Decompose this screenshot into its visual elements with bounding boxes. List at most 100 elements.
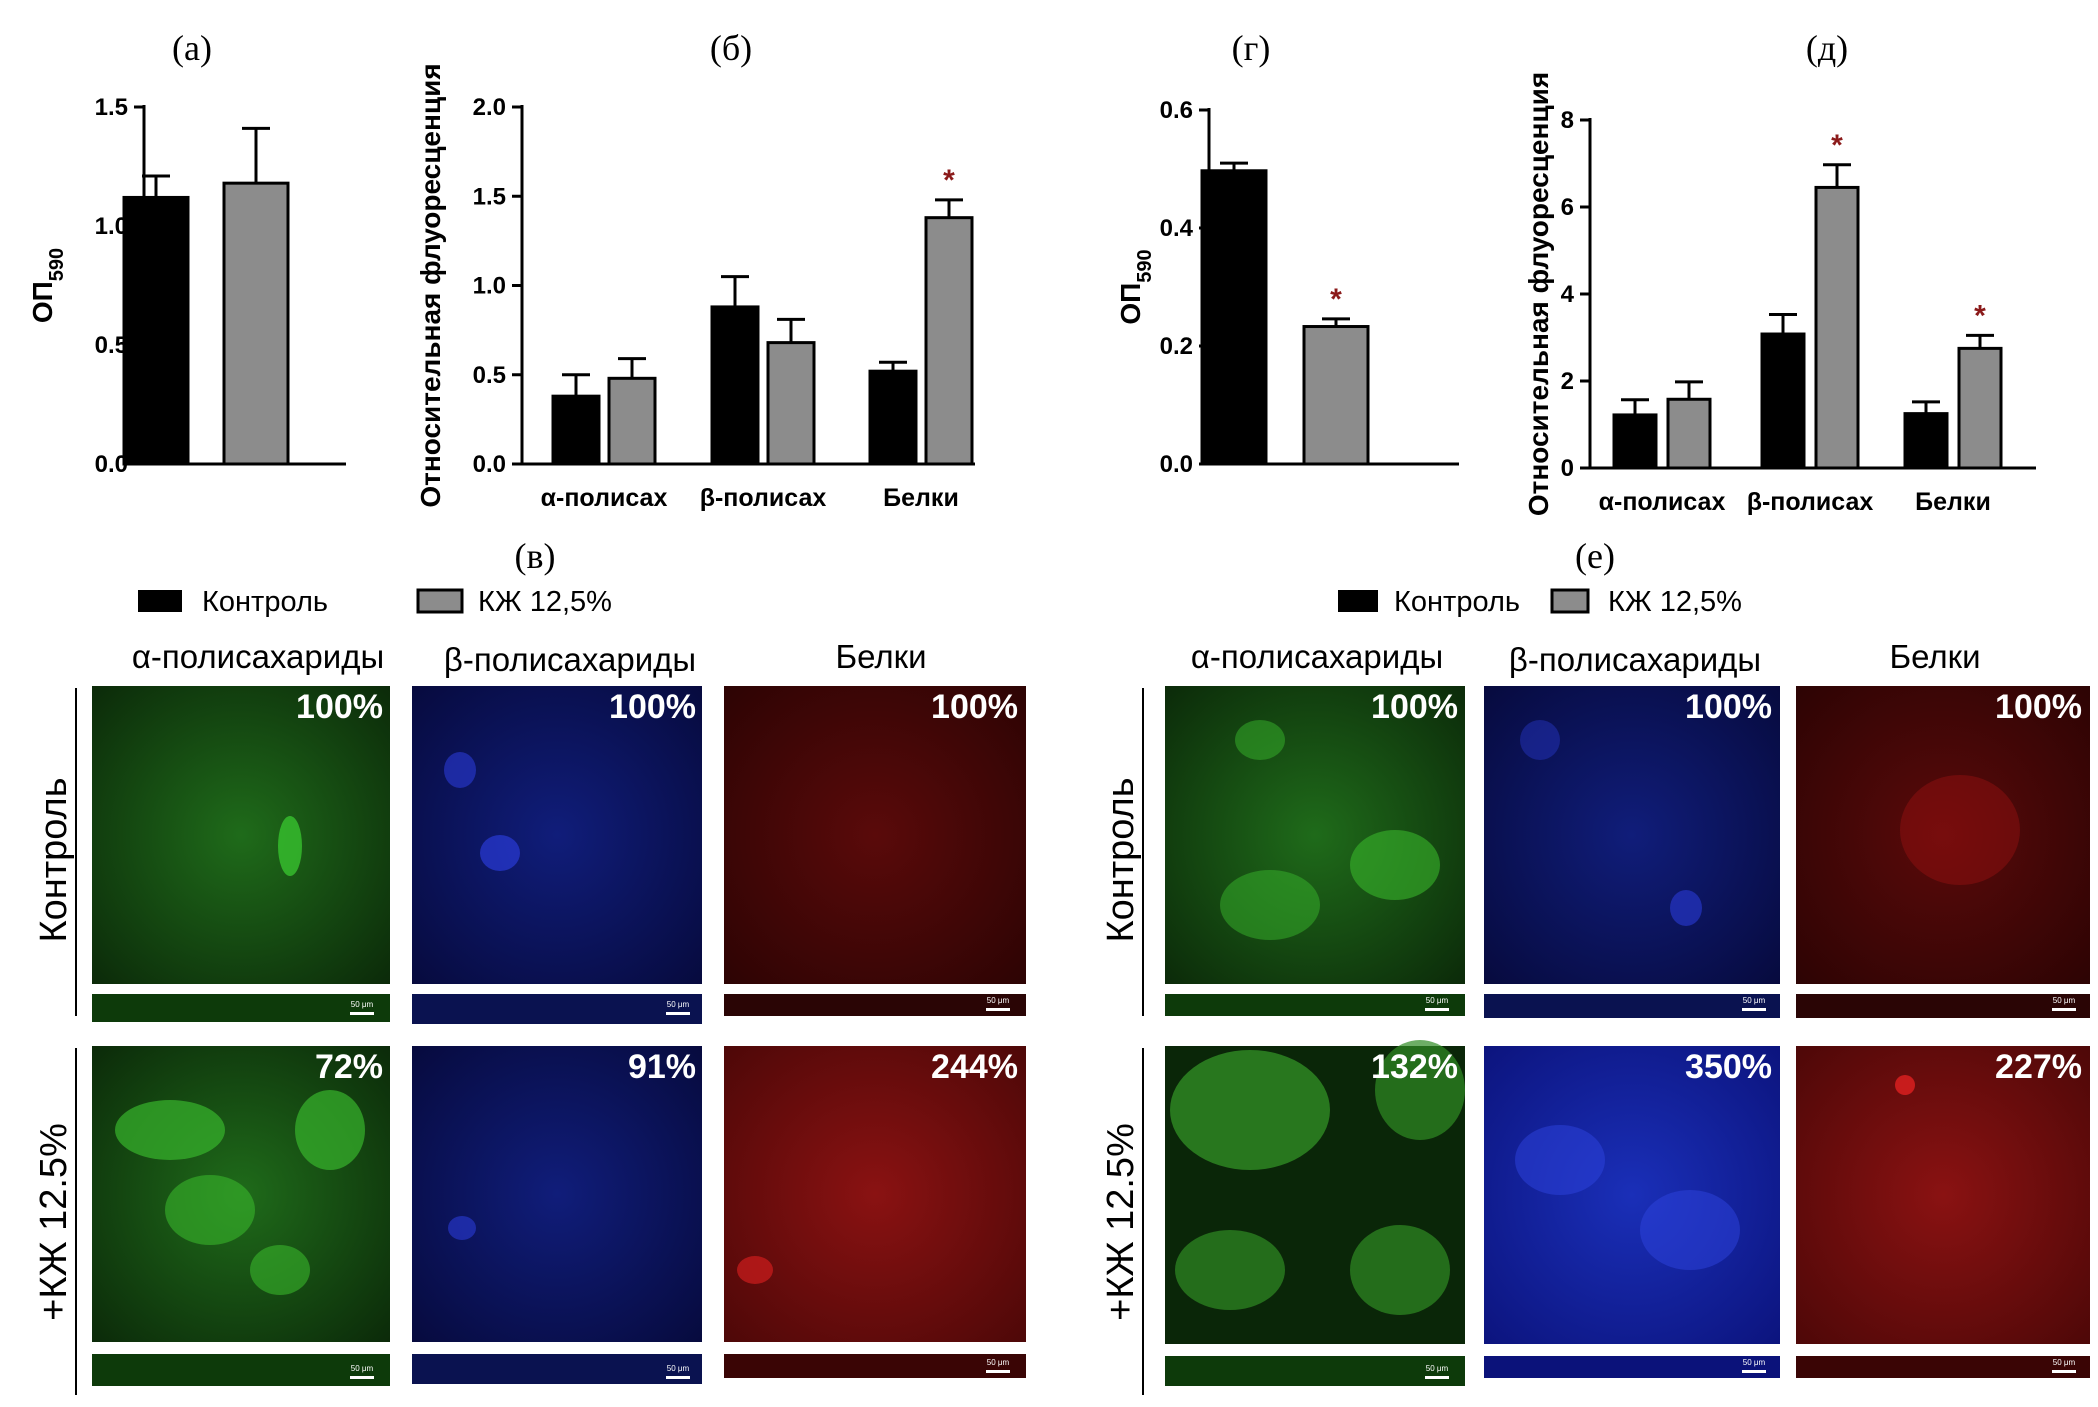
scale-bar <box>666 1012 690 1015</box>
bar <box>868 369 918 466</box>
y-tick-label: 0.0 <box>1160 451 1193 478</box>
orthoview-protein-control <box>1796 994 2090 1018</box>
y-tick-label: 0.0 <box>95 451 128 478</box>
scale-bar-label: 50 μm <box>667 1364 690 1373</box>
alpha-cluster <box>115 1100 225 1160</box>
x-category-label: β-полисах <box>1747 488 1874 516</box>
orthoview-beta-treatment <box>1484 1356 1780 1378</box>
beta-cluster <box>448 1216 476 1240</box>
beta-cluster <box>1640 1190 1740 1270</box>
alpha-cluster <box>1175 1230 1285 1310</box>
scale-bar-label: 50 μm <box>987 1358 1010 1367</box>
y-axis-label: ОП590 <box>27 248 68 323</box>
scale-bar-label: 50 μm <box>1426 996 1449 1005</box>
micrograph-alpha-control <box>92 686 390 984</box>
orthoview-alpha-control <box>1165 994 1465 1016</box>
scale-bar-label: 50 μm <box>987 996 1010 1005</box>
percent-label: 91% <box>628 1048 696 1086</box>
alpha-cluster <box>165 1175 255 1245</box>
y-tick-label: 4 <box>1561 281 1575 308</box>
percent-label: 100% <box>296 688 383 726</box>
micrograph-beta-treatment <box>1484 1046 1780 1344</box>
x-category-label: Белки <box>883 484 959 512</box>
significance-star: * <box>1974 299 1986 332</box>
column-title-protein: Белки <box>1889 638 1980 675</box>
micrograph-beta-control <box>1484 686 1780 984</box>
bar <box>1903 412 1949 470</box>
y-tick-label: 2 <box>1561 368 1574 395</box>
percent-label: 227% <box>1995 1048 2082 1086</box>
y-tick-label: 0.6 <box>1160 97 1193 124</box>
x-category-label: α-полисах <box>1599 488 1726 516</box>
alpha-cluster <box>1235 720 1285 760</box>
percent-label: 100% <box>1371 688 1458 726</box>
legend-label-control: Контроль <box>1394 586 1520 618</box>
scale-bar-label: 50 μm <box>1743 996 1766 1005</box>
chart-a: 0.0 0.5 1.0 1.5 ОП590 <box>27 94 346 478</box>
significance-star: * <box>1831 129 1843 162</box>
percent-label: 100% <box>1685 688 1772 726</box>
bar <box>1612 413 1658 470</box>
significance-star: * <box>1330 283 1342 316</box>
beta-cluster <box>480 835 520 871</box>
column-title-beta: β-полисахариды <box>444 641 696 678</box>
legend-left: Контроль КЖ 12,5% <box>138 586 612 618</box>
y-tick-label: 0.2 <box>1160 333 1193 360</box>
panel-label-d: (д) <box>1806 28 1848 68</box>
chart-d: 0 2 4 6 8 Относительная флуоресценция α-полиса… <box>1523 72 2036 516</box>
protein-spot <box>737 1256 773 1284</box>
scale-bar-label: 50 μm <box>1743 1358 1766 1367</box>
y-tick-label: 8 <box>1561 107 1574 134</box>
y-tick-label: 0.5 <box>95 332 128 359</box>
y-tick-label: 6 <box>1561 194 1574 221</box>
protein-spot <box>1900 775 2020 885</box>
column-title-alpha: α-полисахариды <box>132 638 384 675</box>
y-tick-label: 0.4 <box>1160 215 1194 242</box>
y-axis-label: Относительная флуоресценция <box>415 63 446 507</box>
bar <box>710 305 760 466</box>
micrograph-protein-treatment <box>1796 1046 2090 1344</box>
y-tick-label: 2.0 <box>473 94 506 121</box>
protein-spot <box>1895 1075 1915 1095</box>
beta-cluster <box>1520 720 1560 760</box>
orthoview-protein-control <box>724 994 1026 1016</box>
y-tick-label: 1.0 <box>473 273 506 300</box>
y-tick-label: 0.0 <box>473 451 506 478</box>
panel-label-a: (а) <box>172 28 212 68</box>
scale-bar-label: 50 μm <box>351 1364 374 1373</box>
percent-label: 72% <box>315 1048 383 1086</box>
scale-bar-label: 50 μm <box>667 1000 690 1009</box>
bar <box>1200 169 1268 466</box>
x-category-label: β-полисах <box>700 484 827 512</box>
scale-bar <box>1425 1376 1449 1379</box>
chart-b: 0.0 0.5 1.0 1.5 2.0 Относительная флуоресценц… <box>415 63 975 512</box>
alpha-cluster <box>278 816 302 876</box>
bar <box>551 394 601 466</box>
bar <box>1302 325 1370 466</box>
beta-cluster <box>1670 890 1702 926</box>
bar <box>766 341 816 466</box>
microscopy-left: α-полисахариды β-полисахариды Белки Конт… <box>33 638 1026 1395</box>
bar <box>1957 346 2003 470</box>
orthoview-beta-control <box>1484 994 1780 1018</box>
bar <box>1760 332 1806 470</box>
scale-bar <box>2052 1008 2076 1011</box>
x-category-label: Белки <box>1915 488 1991 516</box>
scale-bar-label: 50 μm <box>2053 996 2076 1005</box>
percent-label: 100% <box>931 688 1018 726</box>
alpha-cluster <box>295 1090 365 1170</box>
y-axis-label: ОП590 <box>1115 249 1156 324</box>
alpha-cluster <box>250 1245 310 1295</box>
microscopy-right: α-полисахариды β-полисахариды Белки Конт… <box>1100 638 2090 1395</box>
legend-swatch-control <box>1338 590 1378 612</box>
orthoview-alpha-treatment <box>1165 1356 1465 1386</box>
y-tick-label: 0 <box>1561 455 1574 482</box>
scale-bar <box>350 1012 374 1015</box>
column-title-beta: β-полисахариды <box>1509 641 1761 678</box>
bar <box>222 181 290 466</box>
alpha-cluster <box>1350 1225 1450 1315</box>
legend-swatch-treatment <box>1550 588 1590 614</box>
legend-label-treatment: КЖ 12,5% <box>478 586 612 618</box>
bar <box>924 216 974 466</box>
